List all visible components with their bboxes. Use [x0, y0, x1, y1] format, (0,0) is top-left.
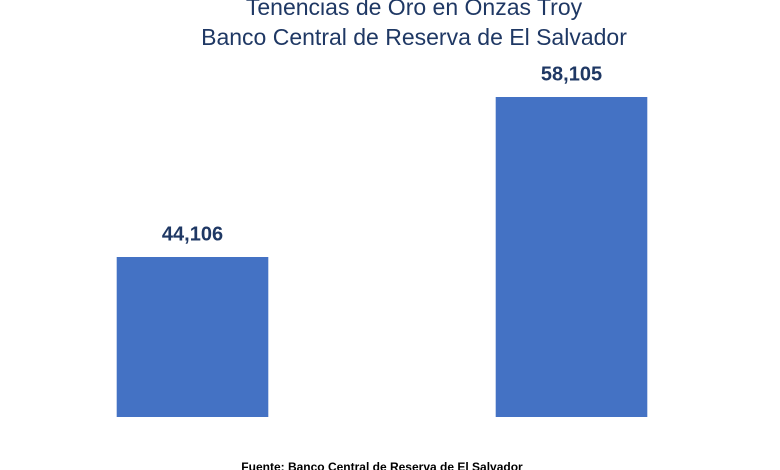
value-label: 58,105: [541, 63, 602, 85]
bar: [116, 257, 269, 417]
value-label: 44,106: [162, 223, 223, 245]
chart-title: Tenencias de Oro en Onzas Troy: [246, 0, 583, 20]
source-note: Fuente: Banco Central de Reserva de El S…: [241, 460, 523, 470]
bar: [495, 97, 648, 417]
chart-subtitle: Banco Central de Reserva de El Salvador: [201, 24, 627, 50]
